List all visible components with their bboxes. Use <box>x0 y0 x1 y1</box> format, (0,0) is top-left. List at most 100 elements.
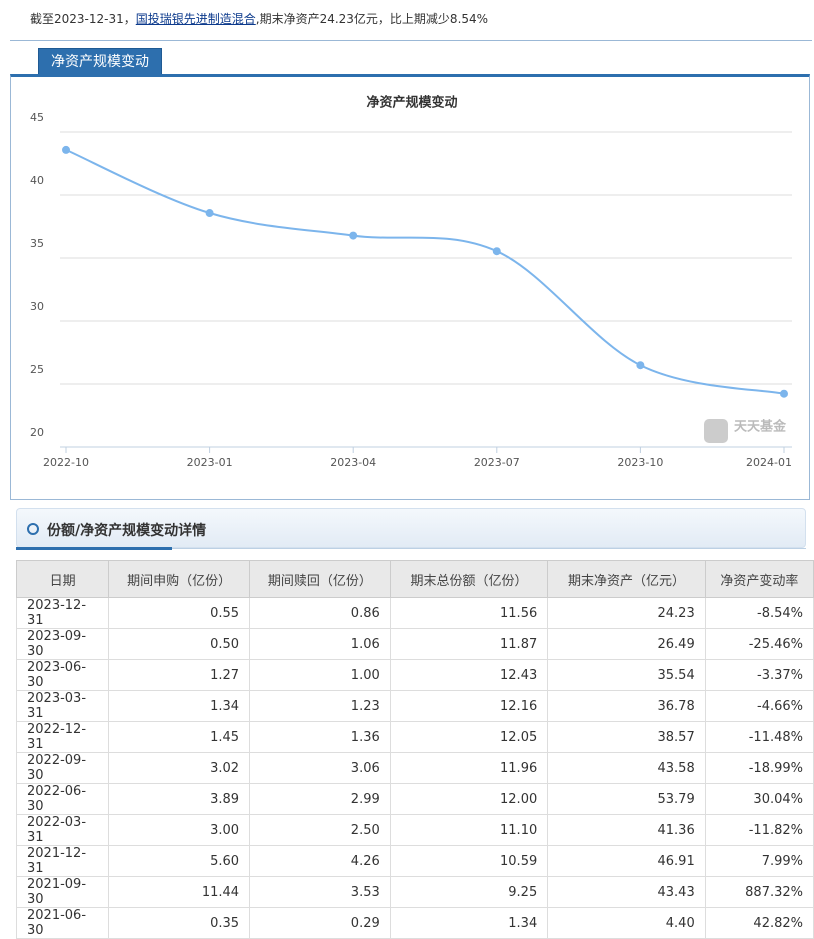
fund-link[interactable]: 国投瑞银先进制造混合 <box>135 12 256 26</box>
watermark: 天天基金 <box>734 419 787 435</box>
point <box>636 361 645 370</box>
divider <box>10 40 812 41</box>
table-cell: 1.06 <box>249 628 391 660</box>
x-tick-label: 2023-10 <box>617 456 663 469</box>
table-cell: 5.60 <box>108 845 251 877</box>
table-cell: 36.78 <box>547 690 706 722</box>
table-cell: 4.40 <box>547 907 706 939</box>
table-row: 2023-06-30 1.27 1.00 12.43 35.54 -3.37% <box>15 659 814 691</box>
point <box>349 231 358 240</box>
table-row: 2022-12-31 1.45 1.36 12.05 38.57 -11.48% <box>15 721 814 753</box>
point <box>205 209 214 218</box>
y-tick-label: 20 <box>30 426 44 439</box>
table-cell: -25.46% <box>704 628 814 660</box>
table-cell: 11.44 <box>108 876 251 908</box>
tab[interactable]: 净资产规模变动 <box>38 48 162 75</box>
table-cell: 4.26 <box>249 845 391 877</box>
table-cell: 2022-03-31 <box>15 814 110 846</box>
table-cell: 46.91 <box>547 845 706 877</box>
table-cell: 12.05 <box>389 721 549 753</box>
point <box>780 389 788 398</box>
table-cell: -3.37% <box>704 659 814 691</box>
table-row: 2022-06-30 3.89 2.99 12.00 53.79 30.04% <box>15 783 814 815</box>
table-cell: 2023-03-31 <box>15 690 110 722</box>
table-cell: 1.34 <box>389 907 549 939</box>
page: 截至2023-12-31，国投瑞银先进制造混合,期末净资产24.23亿元，比上期… <box>10 10 814 939</box>
table-cell: 1.00 <box>249 659 391 691</box>
table-cell: 41.36 <box>547 814 706 846</box>
table-cell: 26.49 <box>547 628 706 660</box>
divider <box>16 547 172 550</box>
table-row: 2023-09-30 0.50 1.06 11.87 26.49 -25.46% <box>15 628 814 660</box>
table-cell: 3.06 <box>249 752 391 784</box>
table-cell: 3.89 <box>108 783 251 815</box>
chart: 净资产规模变动 20 25 30 35 40 45 2022-10 2023-01 2023-0… <box>30 95 792 469</box>
table-cell: 9.25 <box>389 876 549 908</box>
table-cell: 43.58 <box>547 752 706 784</box>
x-tick-label: 2022-10 <box>43 456 89 469</box>
table-row: 2021-09-30 11.44 3.53 9.25 43.43 887.32% <box>15 876 814 908</box>
table-cell: 1.34 <box>108 690 251 722</box>
table-cell: 7.99% <box>704 845 814 877</box>
table-cell: 2022-09-30 <box>15 752 110 784</box>
y-tick-label: 45 <box>30 111 44 124</box>
table-cell: 30.04% <box>704 783 814 815</box>
table-row: 2021-12-31 5.60 4.26 10.59 46.91 7.99% <box>15 845 814 877</box>
table-cell: 12.43 <box>389 659 549 691</box>
x-tick-label: 2023-01 <box>187 456 233 469</box>
table-cell: 0.29 <box>249 907 391 939</box>
table-cell: 2023-06-30 <box>15 659 110 691</box>
table-cell: 42.82% <box>704 907 814 939</box>
table-cell: 1.23 <box>249 690 391 722</box>
table-cell: 1.36 <box>249 721 391 753</box>
table-cell: 3.00 <box>108 814 251 846</box>
table-row: 2021-06-30 0.35 0.29 1.34 4.40 42.82% <box>15 907 814 939</box>
chart-title: 净资产规模变动 <box>366 95 457 111</box>
table-cell: 2.50 <box>249 814 391 846</box>
y-tick-label: 40 <box>30 174 44 187</box>
x-tick-label: 2023-04 <box>330 456 376 469</box>
table-cell: 10.59 <box>389 845 549 877</box>
x-tick-label: 2024-01 <box>746 456 792 469</box>
table-cell: 35.54 <box>547 659 706 691</box>
x-tick-label: 2023-07 <box>474 456 520 469</box>
table-cell: 0.55 <box>108 597 251 629</box>
column-header: 期间赎回（亿份） <box>249 560 391 598</box>
line <box>65 148 785 395</box>
table-cell: 2021-12-31 <box>15 845 110 877</box>
chart-panel <box>10 74 810 500</box>
table-cell: 12.16 <box>389 690 549 722</box>
table-cell: 0.50 <box>108 628 251 660</box>
column-header: 期末净资产（亿元） <box>547 560 706 598</box>
section-title: 份额/净资产规模变动详情 <box>47 523 207 539</box>
section-header: 份额/净资产规模变动详情 <box>16 508 806 548</box>
table-cell: -11.82% <box>704 814 814 846</box>
table-cell: 38.57 <box>547 721 706 753</box>
table-row: 2023-12-31 0.55 0.86 11.56 24.23 -8.54% <box>15 597 814 629</box>
table-row: 2022-09-30 3.02 3.06 11.96 43.58 -18.99% <box>15 752 814 784</box>
table-cell: 1.45 <box>108 721 251 753</box>
table-cell: 3.02 <box>108 752 251 784</box>
y-tick-label: 30 <box>30 300 44 313</box>
table-cell: -8.54% <box>704 597 814 629</box>
column-header: 日期 <box>15 560 110 598</box>
y-tick-label: 25 <box>30 363 44 376</box>
table-cell: -11.48% <box>704 721 814 753</box>
table-cell: 2021-09-30 <box>15 876 110 908</box>
summary: 截至2023-12-31，国投瑞银先进制造混合,期末净资产24.23亿元，比上期… <box>30 10 488 27</box>
table-cell: 0.86 <box>249 597 391 629</box>
column-header: 净资产变动率 <box>704 560 814 598</box>
point <box>62 145 70 154</box>
y-tick-label: 35 <box>30 237 44 250</box>
table-cell: 0.35 <box>108 907 251 939</box>
table-cell: 2022-06-30 <box>15 783 110 815</box>
table-cell: 2.99 <box>249 783 391 815</box>
column-header: 期间申购（亿份） <box>108 560 251 598</box>
summary-suffix: ,期末净资产24.23亿元，比上期减少8.54% <box>255 12 489 26</box>
table-cell: 11.56 <box>389 597 549 629</box>
table-cell: 11.10 <box>389 814 549 846</box>
icon <box>27 523 39 535</box>
table-cell: 2023-09-30 <box>15 628 110 660</box>
table-cell: 2022-12-31 <box>15 721 110 753</box>
table-cell: 3.53 <box>249 876 391 908</box>
